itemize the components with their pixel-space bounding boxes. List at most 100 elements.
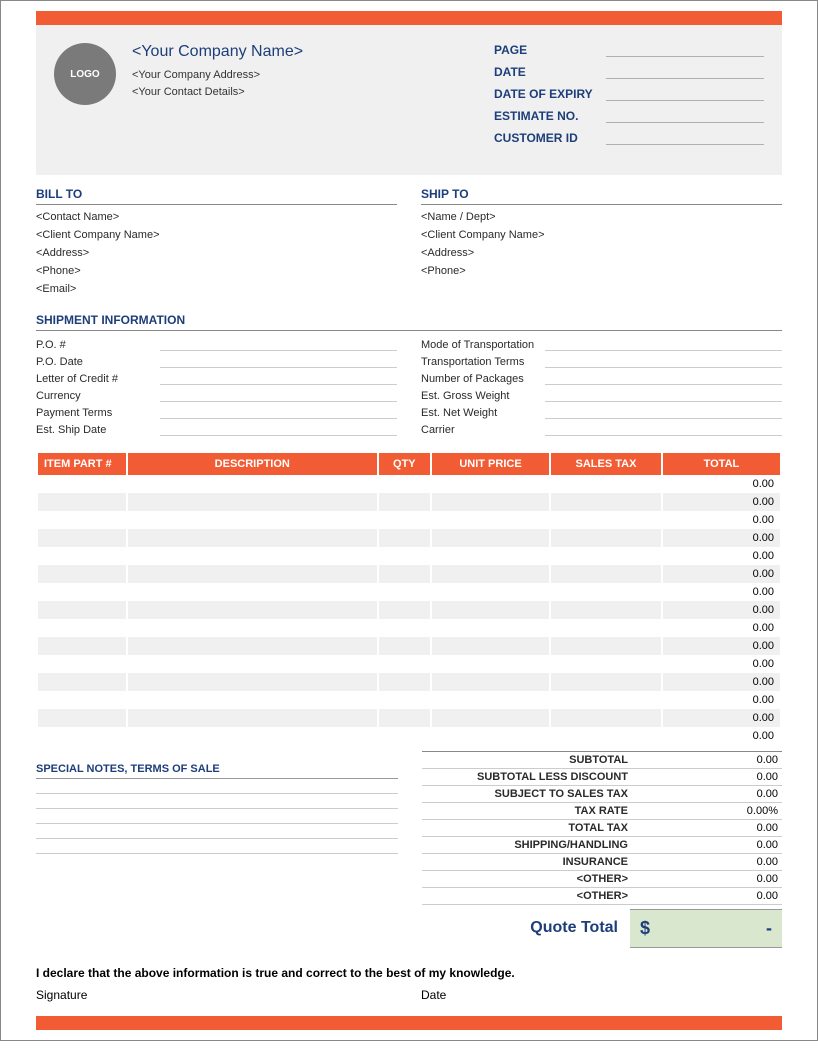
table-cell[interactable] [379,709,430,727]
table-cell[interactable] [551,619,661,637]
meta-input-line[interactable] [606,131,764,145]
table-cell[interactable] [379,655,430,673]
table-cell[interactable]: 0.00 [663,511,780,529]
table-cell[interactable]: 0.00 [663,547,780,565]
table-cell[interactable]: 0.00 [663,601,780,619]
table-cell[interactable] [432,601,549,619]
table-cell[interactable]: 0.00 [663,727,780,745]
shipment-field-line[interactable] [545,388,782,402]
table-cell[interactable] [379,727,430,745]
table-cell[interactable] [379,565,430,583]
table-cell[interactable] [551,655,661,673]
table-cell[interactable] [38,583,126,601]
table-cell[interactable] [432,727,549,745]
table-cell[interactable] [551,565,661,583]
table-cell[interactable] [38,727,126,745]
table-cell[interactable] [551,511,661,529]
table-cell[interactable] [432,637,549,655]
table-cell[interactable] [38,493,126,511]
table-cell[interactable] [128,601,377,619]
table-cell[interactable] [379,529,430,547]
table-cell[interactable] [379,619,430,637]
table-cell[interactable] [38,673,126,691]
shipment-field-line[interactable] [160,337,397,351]
table-cell[interactable] [551,691,661,709]
table-cell[interactable] [128,619,377,637]
table-cell[interactable] [551,637,661,655]
table-cell[interactable] [128,637,377,655]
table-cell[interactable] [551,601,661,619]
shipment-field-line[interactable] [545,354,782,368]
table-cell[interactable] [379,637,430,655]
table-cell[interactable]: 0.00 [663,493,780,511]
table-cell[interactable] [432,673,549,691]
table-cell[interactable] [432,493,549,511]
table-cell[interactable]: 0.00 [663,709,780,727]
shipment-field-line[interactable] [160,388,397,402]
table-cell[interactable]: 0.00 [663,475,780,493]
table-cell[interactable] [432,583,549,601]
table-cell[interactable] [551,583,661,601]
table-cell[interactable]: 0.00 [663,619,780,637]
shipment-field-line[interactable] [545,422,782,436]
shipment-field-line[interactable] [160,405,397,419]
shipment-field-line[interactable] [160,354,397,368]
table-cell[interactable]: 0.00 [663,637,780,655]
table-cell[interactable] [128,709,377,727]
meta-input-line[interactable] [606,87,764,101]
table-cell[interactable] [38,655,126,673]
table-cell[interactable] [128,583,377,601]
table-cell[interactable] [432,691,549,709]
shipment-field-line[interactable] [160,422,397,436]
table-cell[interactable] [551,475,661,493]
table-cell[interactable] [551,673,661,691]
table-cell[interactable] [432,619,549,637]
table-cell[interactable] [379,601,430,619]
table-cell[interactable] [38,619,126,637]
meta-input-line[interactable] [606,65,764,79]
table-cell[interactable] [38,511,126,529]
shipment-field-line[interactable] [160,371,397,385]
table-cell[interactable] [38,691,126,709]
table-cell[interactable] [379,673,430,691]
table-cell[interactable] [128,727,377,745]
table-cell[interactable] [551,727,661,745]
table-cell[interactable]: 0.00 [663,673,780,691]
table-cell[interactable] [38,709,126,727]
table-cell[interactable] [432,511,549,529]
table-cell[interactable] [38,475,126,493]
note-line[interactable] [36,794,398,809]
table-cell[interactable] [551,493,661,511]
table-cell[interactable] [128,691,377,709]
table-cell[interactable] [432,475,549,493]
table-cell[interactable] [128,565,377,583]
table-cell[interactable] [379,691,430,709]
table-cell[interactable]: 0.00 [663,565,780,583]
meta-input-line[interactable] [606,43,764,57]
table-cell[interactable] [432,529,549,547]
table-cell[interactable] [551,709,661,727]
note-line[interactable] [36,809,398,824]
table-cell[interactable] [432,565,549,583]
table-cell[interactable] [38,529,126,547]
table-cell[interactable] [379,475,430,493]
shipment-field-line[interactable] [545,371,782,385]
table-cell[interactable] [379,547,430,565]
table-cell[interactable] [38,565,126,583]
table-cell[interactable] [128,511,377,529]
table-cell[interactable] [379,493,430,511]
table-cell[interactable] [128,493,377,511]
note-line[interactable] [36,839,398,854]
shipment-field-line[interactable] [545,405,782,419]
table-cell[interactable] [38,547,126,565]
table-cell[interactable] [128,475,377,493]
table-cell[interactable] [128,547,377,565]
table-cell[interactable] [128,655,377,673]
table-cell[interactable] [379,511,430,529]
table-cell[interactable] [128,529,377,547]
meta-input-line[interactable] [606,109,764,123]
table-cell[interactable]: 0.00 [663,583,780,601]
table-cell[interactable] [551,529,661,547]
shipment-field-line[interactable] [545,337,782,351]
table-cell[interactable] [128,673,377,691]
